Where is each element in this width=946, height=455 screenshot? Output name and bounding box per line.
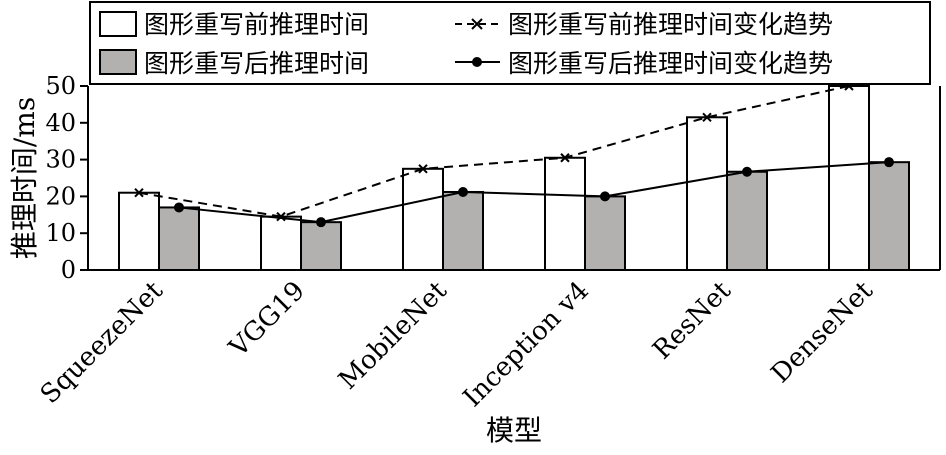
- bar-before: [260, 215, 302, 271]
- legend-marker-dot: [472, 57, 482, 67]
- bar-after: [158, 206, 200, 272]
- legend-frame: [89, 1, 931, 85]
- x-category-label: DenseNet: [766, 275, 880, 389]
- trend-line-before: [138, 85, 850, 218]
- bar-before: [828, 85, 870, 271]
- data-point-dot-marker: [174, 202, 184, 213]
- data-point-dot-marker: [316, 217, 326, 228]
- bar-after: [300, 221, 342, 272]
- y-tick-label: 40: [45, 109, 76, 137]
- bar-before: [544, 156, 586, 271]
- bar-after: [868, 161, 910, 271]
- data-point-dot-marker: [884, 157, 894, 168]
- y-tick-label: 0: [61, 256, 76, 284]
- x-category-label: MobileNet: [333, 275, 453, 395]
- y-tick-label: 50: [45, 72, 76, 100]
- bar-after: [726, 170, 768, 271]
- y-tick-label: 30: [45, 146, 76, 174]
- bar-before: [686, 116, 728, 271]
- data-point-x-marker: [134, 188, 144, 198]
- data-point-x-marker: [560, 153, 570, 163]
- legend-label-line-before: 图形重写前推理时间变化趋势: [508, 10, 833, 39]
- trend-line-after: [178, 161, 890, 224]
- legend-label-bar-after: 图形重写后推理时间: [144, 49, 369, 78]
- data-point-dot-marker: [600, 191, 610, 202]
- x-axis-title: 模型: [486, 414, 542, 447]
- legend-swatch-bar-before: [99, 11, 137, 37]
- x-category-label: VGG19: [223, 276, 311, 364]
- data-point-x-marker: [276, 211, 286, 222]
- data-point-dot-marker: [742, 166, 752, 177]
- x-category-label: Inception v4: [458, 276, 595, 413]
- bar-before: [118, 191, 160, 271]
- legend-label-line-after: 图形重写后推理时间变化趋势: [508, 49, 833, 78]
- bar-before: [402, 167, 444, 271]
- data-point-x-marker: [702, 112, 712, 122]
- data-point-x-marker: [418, 164, 428, 174]
- x-marker-stroke: [702, 112, 712, 122]
- bar-after: [442, 190, 484, 271]
- x-category-label: SqueezeNet: [35, 275, 169, 409]
- x-category-label: ResNet: [647, 275, 737, 365]
- legend: 图形重写前推理时间 图形重写前推理时间变化趋势 图形重写后推理时间 图形重写后推…: [89, 1, 931, 85]
- x-marker-stroke: [276, 211, 286, 222]
- legend-swatch-bar-after: [99, 49, 137, 75]
- legend-marker-x: [471, 18, 483, 30]
- data-point-dot-marker: [458, 186, 468, 197]
- x-marker-stroke: [560, 153, 570, 163]
- legend-label-bar-before: 图形重写前推理时间: [144, 10, 369, 39]
- x-marker-stroke: [134, 188, 144, 198]
- y-tick-label: 20: [45, 182, 76, 210]
- y-axis-title: 推理时间/ms: [8, 97, 41, 259]
- x-marker-stroke: [418, 164, 428, 174]
- y-tick-label: 10: [45, 219, 76, 247]
- bar-after: [584, 195, 626, 271]
